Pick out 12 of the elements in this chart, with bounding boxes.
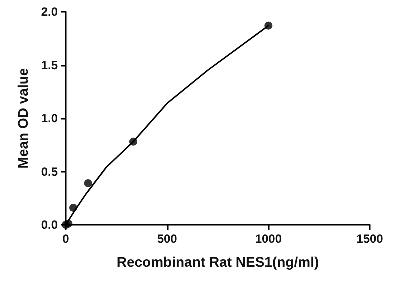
- x-tick-label: 0: [62, 232, 70, 246]
- x-tick-label: 1500: [356, 232, 384, 246]
- x-axis-title: Recombinant Rat NES1(ng/ml): [116, 254, 320, 270]
- y-axis-title: Mean OD value: [15, 68, 31, 169]
- y-tick-label: 1.5: [41, 58, 58, 72]
- point: [84, 179, 92, 188]
- y-tick-label: 2.0: [41, 5, 58, 19]
- y-tick-label: 0.0: [41, 218, 58, 232]
- y-tick-label: 0.5: [41, 164, 58, 179]
- y-tick-label: 1.0: [41, 112, 58, 126]
- x-tick-label: 1000: [255, 232, 282, 246]
- x-tick-label: 500: [157, 232, 178, 246]
